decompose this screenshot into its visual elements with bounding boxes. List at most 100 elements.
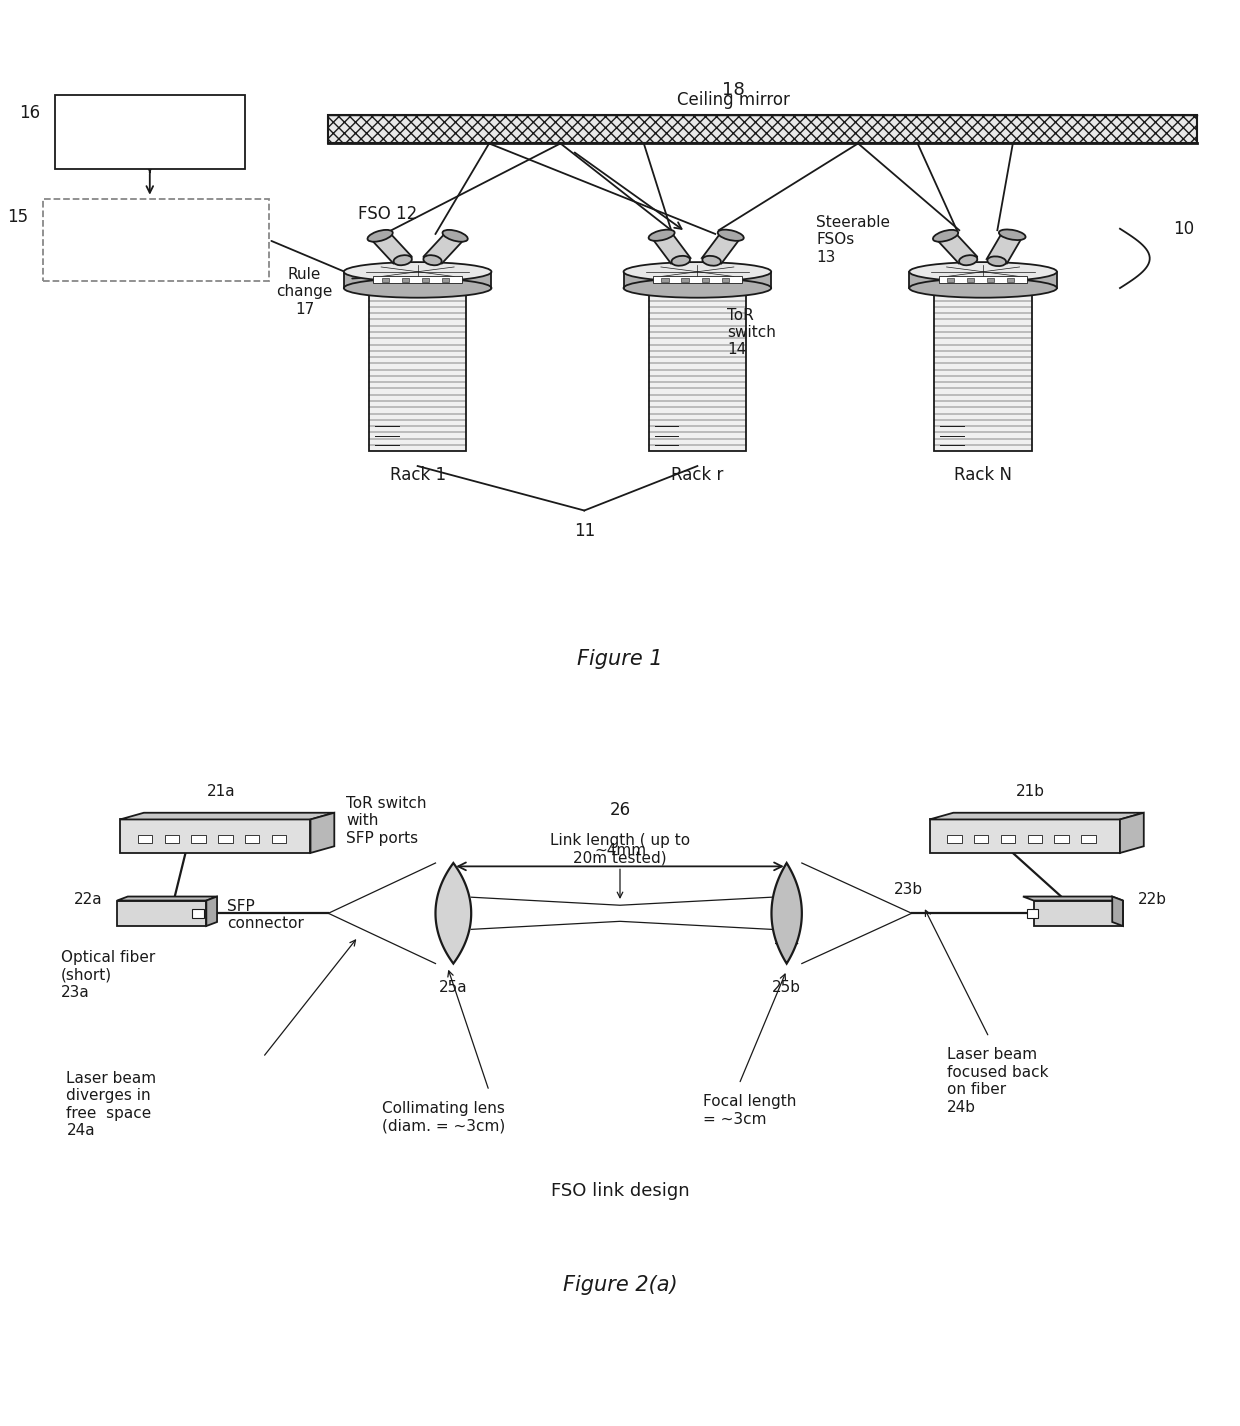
FancyBboxPatch shape bbox=[55, 96, 246, 170]
Polygon shape bbox=[120, 813, 335, 820]
Bar bbox=[117, 901, 206, 925]
Ellipse shape bbox=[718, 230, 744, 241]
Ellipse shape bbox=[932, 230, 959, 242]
Bar bbox=[422, 278, 429, 282]
Text: 11: 11 bbox=[574, 522, 595, 539]
Bar bbox=[138, 834, 153, 843]
Text: Traffic
Patterns: Traffic Patterns bbox=[115, 113, 184, 151]
Polygon shape bbox=[987, 232, 1022, 264]
Ellipse shape bbox=[393, 255, 412, 265]
Bar bbox=[120, 820, 310, 853]
Text: 18: 18 bbox=[722, 81, 744, 98]
Bar bbox=[1001, 834, 1016, 843]
Polygon shape bbox=[702, 232, 740, 264]
Text: ToR switch
with
SFP ports: ToR switch with SFP ports bbox=[346, 796, 427, 846]
Text: Rule
change
17: Rule change 17 bbox=[277, 267, 332, 317]
Ellipse shape bbox=[423, 255, 441, 265]
Ellipse shape bbox=[909, 262, 1056, 281]
Text: Optical fiber
(short)
23a: Optical fiber (short) 23a bbox=[61, 950, 155, 1000]
Bar bbox=[165, 834, 179, 843]
Bar bbox=[934, 288, 1032, 451]
Bar bbox=[246, 834, 259, 843]
Ellipse shape bbox=[671, 255, 689, 265]
Text: Figure 1: Figure 1 bbox=[577, 649, 663, 669]
Polygon shape bbox=[371, 232, 412, 264]
Text: Link length ( up to
20m tested): Link length ( up to 20m tested) bbox=[549, 833, 691, 866]
Bar bbox=[368, 288, 466, 451]
Polygon shape bbox=[117, 897, 217, 901]
Bar bbox=[649, 288, 746, 451]
Ellipse shape bbox=[702, 255, 720, 265]
Text: 22b: 22b bbox=[1138, 893, 1167, 907]
Bar bbox=[947, 834, 962, 843]
Text: Rack 1: Rack 1 bbox=[389, 466, 445, 483]
Polygon shape bbox=[1023, 897, 1123, 901]
Bar bbox=[373, 277, 463, 284]
Bar bbox=[218, 834, 233, 843]
Text: 15: 15 bbox=[7, 208, 29, 225]
Ellipse shape bbox=[443, 230, 467, 242]
Ellipse shape bbox=[367, 230, 393, 242]
Bar bbox=[441, 278, 449, 282]
Polygon shape bbox=[206, 897, 217, 925]
Polygon shape bbox=[1120, 813, 1143, 853]
Text: SFP
connector: SFP connector bbox=[227, 898, 304, 931]
Bar bbox=[947, 278, 955, 282]
Bar bbox=[272, 834, 286, 843]
Text: Collimating lens
(diam. = ~3cm): Collimating lens (diam. = ~3cm) bbox=[382, 1101, 505, 1134]
Bar bbox=[402, 278, 409, 282]
Text: Controller: Controller bbox=[115, 231, 197, 250]
Text: 22a: 22a bbox=[73, 893, 102, 907]
Bar bbox=[653, 277, 742, 284]
Ellipse shape bbox=[999, 230, 1025, 240]
Bar bbox=[1007, 278, 1014, 282]
Text: 25b: 25b bbox=[773, 980, 801, 995]
Bar bbox=[1081, 834, 1096, 843]
Bar bbox=[1027, 908, 1038, 918]
Polygon shape bbox=[1112, 897, 1123, 925]
Text: 16: 16 bbox=[19, 104, 40, 123]
Text: Focal length
= ~3cm: Focal length = ~3cm bbox=[703, 1094, 797, 1127]
Polygon shape bbox=[435, 863, 471, 964]
Bar bbox=[909, 272, 1056, 288]
Bar bbox=[930, 820, 1120, 853]
Text: Rack N: Rack N bbox=[954, 466, 1012, 483]
Bar bbox=[682, 278, 688, 282]
Bar bbox=[1028, 834, 1042, 843]
Text: Laser beam
diverges in
free  space
24a: Laser beam diverges in free space 24a bbox=[67, 1071, 156, 1138]
Text: 21a: 21a bbox=[207, 784, 236, 800]
Text: 21b: 21b bbox=[1017, 784, 1045, 800]
Text: 25a: 25a bbox=[439, 980, 467, 995]
Bar bbox=[1034, 901, 1123, 925]
Polygon shape bbox=[930, 813, 1143, 820]
Text: Ceiling mirror: Ceiling mirror bbox=[677, 91, 790, 108]
Ellipse shape bbox=[343, 262, 491, 281]
Text: ToR
switch
14: ToR switch 14 bbox=[727, 308, 776, 358]
FancyBboxPatch shape bbox=[42, 200, 269, 281]
Ellipse shape bbox=[624, 278, 771, 298]
Bar bbox=[722, 278, 729, 282]
Text: 23b: 23b bbox=[894, 881, 923, 897]
Polygon shape bbox=[936, 232, 977, 264]
Bar bbox=[661, 278, 668, 282]
Ellipse shape bbox=[987, 257, 1006, 267]
Bar bbox=[702, 278, 709, 282]
Bar bbox=[967, 278, 975, 282]
Text: FSO 12: FSO 12 bbox=[358, 205, 418, 222]
Bar bbox=[382, 278, 389, 282]
Polygon shape bbox=[652, 232, 691, 264]
Bar bbox=[987, 278, 994, 282]
Bar bbox=[975, 834, 988, 843]
Text: ~4mm: ~4mm bbox=[594, 843, 646, 858]
Ellipse shape bbox=[959, 255, 977, 265]
Bar bbox=[191, 834, 206, 843]
Polygon shape bbox=[423, 232, 465, 264]
Bar bbox=[939, 277, 1028, 284]
Bar bbox=[624, 272, 771, 288]
Bar bbox=[343, 272, 491, 288]
Polygon shape bbox=[771, 863, 802, 964]
Polygon shape bbox=[310, 813, 335, 853]
Text: Steerable
FSOs
13: Steerable FSOs 13 bbox=[816, 215, 890, 265]
Text: FSO link design: FSO link design bbox=[551, 1182, 689, 1201]
Ellipse shape bbox=[909, 278, 1056, 298]
